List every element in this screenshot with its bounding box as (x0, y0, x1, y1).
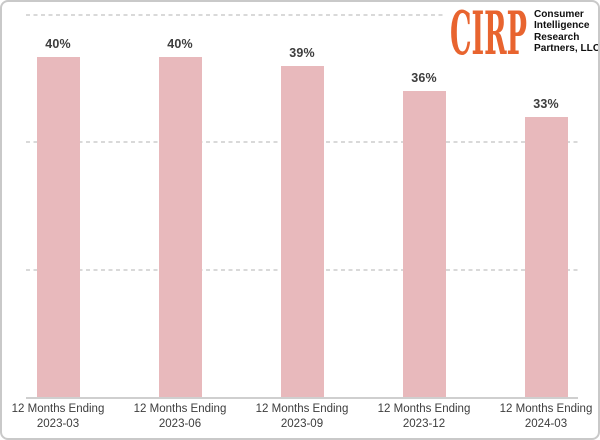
x-tick-line1: 12 Months Ending (377, 403, 471, 415)
x-tick-line1: 12 Months Ending (11, 403, 105, 415)
cirp-logo-letters: CIRP (450, 7, 527, 59)
bar-2024-03 (524, 117, 568, 397)
x-tick-line1: 12 Months Ending (255, 403, 349, 415)
cirp-logo: CIRP Consumer Intelligence Research Part… (444, 5, 600, 63)
x-tick-label: 12 Months Ending 2023-03 (2, 402, 124, 431)
x-tick-line2: 2023-06 (158, 417, 202, 430)
x-tick-line2: 2024-03 (524, 417, 568, 430)
bar-2023-12 (402, 91, 446, 397)
x-tick-line1: 12 Months Ending (133, 403, 227, 415)
x-axis-line (26, 397, 578, 399)
bar-value-label: 39% (289, 46, 315, 60)
bar-value-label: 40% (167, 37, 193, 51)
bar-value-label: 33% (533, 97, 559, 111)
bar-2023-06 (158, 57, 202, 397)
logo-line-research: Research (534, 30, 580, 43)
bar-2023-03 (36, 57, 80, 397)
x-tick-line2: 2023-09 (280, 417, 324, 430)
gridline-45-percent (26, 14, 578, 16)
x-tick-label: 12 Months Ending 2023-09 (236, 402, 368, 431)
cirp-logo-company-name: Consumer Intelligence Research Partners,… (534, 7, 600, 55)
x-tick-label: 12 Months Ending 2023-12 (358, 402, 490, 431)
logo-line-partners: Partners, LLC (534, 42, 600, 55)
bar-value-label: 36% (411, 71, 437, 85)
x-tick-label: 12 Months Ending 2024-03 (480, 402, 598, 431)
x-tick-line2: 2023-12 (402, 417, 446, 430)
cirp-logo-icon: CIRP (450, 7, 527, 59)
x-tick-line1: 12 Months Ending (499, 403, 593, 415)
logo-line-intelligence: Intelligence (534, 19, 590, 32)
x-tick-line2: 2023-03 (36, 417, 80, 430)
logo-line-consumer: Consumer (534, 8, 584, 20)
x-tick-label: 12 Months Ending 2023-06 (114, 402, 246, 431)
bar-2023-09 (280, 66, 324, 397)
bar-value-label: 40% (45, 37, 71, 51)
